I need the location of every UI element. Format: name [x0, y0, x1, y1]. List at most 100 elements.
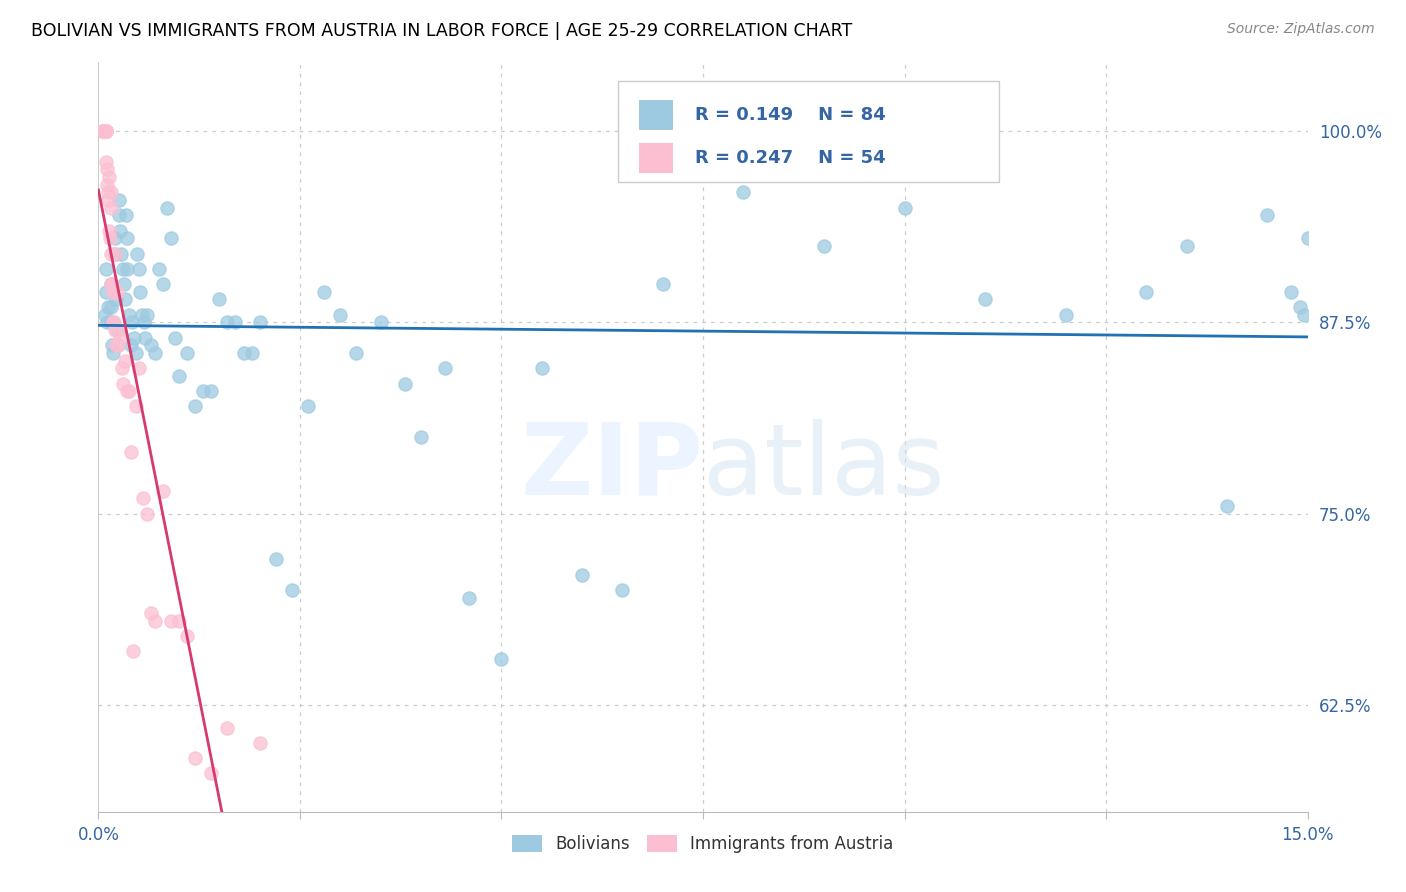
Point	[893, 201, 915, 215]
Point	[1256, 208, 1278, 222]
Point	[208, 293, 231, 307]
Point	[1288, 300, 1310, 314]
Point	[143, 346, 166, 360]
Point	[112, 277, 135, 292]
Point	[394, 376, 416, 391]
Point	[111, 361, 134, 376]
Point	[1175, 239, 1198, 253]
Point	[114, 293, 136, 307]
FancyBboxPatch shape	[638, 100, 673, 130]
Point	[135, 507, 157, 521]
Point	[122, 644, 145, 658]
Point	[101, 285, 124, 299]
Point	[370, 315, 392, 329]
Text: atlas: atlas	[703, 418, 945, 516]
Point	[128, 261, 150, 276]
Point	[122, 331, 145, 345]
Point	[103, 315, 125, 329]
Point	[100, 186, 122, 200]
Point	[152, 483, 174, 498]
Point	[232, 346, 254, 360]
Point	[217, 721, 239, 735]
Point	[1216, 499, 1239, 513]
Point	[100, 300, 122, 314]
Point	[571, 567, 593, 582]
Point	[314, 285, 336, 299]
Point	[1292, 308, 1315, 322]
Point	[115, 231, 138, 245]
Point	[101, 277, 124, 292]
Point	[97, 170, 120, 185]
Point	[193, 384, 215, 399]
Point	[167, 614, 190, 628]
Point	[107, 338, 129, 352]
Point	[240, 346, 263, 360]
Point	[108, 224, 131, 238]
Point	[108, 208, 131, 222]
Point	[105, 293, 128, 307]
Point	[103, 323, 125, 337]
Point	[143, 614, 166, 628]
Point	[200, 384, 222, 399]
Point	[107, 193, 129, 207]
Point	[114, 353, 136, 368]
Point	[91, 124, 114, 138]
Point	[176, 346, 198, 360]
Point	[115, 384, 138, 399]
Point	[167, 368, 190, 383]
Point	[184, 751, 207, 765]
FancyBboxPatch shape	[638, 143, 673, 173]
Point	[297, 400, 319, 414]
Point	[1296, 231, 1319, 245]
Point	[200, 766, 222, 780]
Point	[127, 246, 149, 260]
Point	[148, 261, 170, 276]
Point	[329, 308, 352, 322]
Point	[128, 361, 150, 376]
Point	[434, 361, 457, 376]
Text: R = 0.149    N = 84: R = 0.149 N = 84	[695, 106, 886, 124]
Point	[160, 614, 183, 628]
FancyBboxPatch shape	[619, 81, 1000, 182]
Point	[651, 277, 673, 292]
Point	[118, 308, 141, 322]
Point	[104, 246, 127, 260]
Point	[135, 308, 157, 322]
Point	[97, 193, 120, 207]
Point	[96, 154, 118, 169]
Text: R = 0.247    N = 54: R = 0.247 N = 54	[695, 149, 886, 167]
Point	[108, 331, 131, 345]
Point	[94, 308, 117, 322]
Point	[139, 338, 162, 352]
Point	[97, 224, 120, 238]
Point	[530, 361, 553, 376]
Legend: Bolivians, Immigrants from Austria: Bolivians, Immigrants from Austria	[506, 828, 900, 860]
Point	[118, 384, 141, 399]
Point	[344, 346, 367, 360]
Point	[249, 315, 271, 329]
Point	[100, 277, 122, 292]
Point	[107, 338, 129, 352]
Point	[131, 308, 153, 322]
Point	[1135, 285, 1157, 299]
Point	[96, 315, 118, 329]
Point	[100, 315, 122, 329]
Point	[100, 277, 122, 292]
Point	[101, 315, 124, 329]
Point	[120, 445, 142, 459]
Point	[1054, 308, 1077, 322]
Point	[121, 315, 143, 329]
Point	[120, 338, 142, 352]
Point	[112, 376, 135, 391]
Point	[117, 261, 139, 276]
Point	[134, 331, 156, 345]
Point	[156, 201, 179, 215]
Point	[96, 124, 118, 138]
Text: Source: ZipAtlas.com: Source: ZipAtlas.com	[1227, 22, 1375, 37]
Point	[91, 124, 114, 138]
Point	[93, 124, 115, 138]
Point	[94, 124, 117, 138]
Point	[281, 582, 304, 597]
Point	[93, 124, 115, 138]
Point	[96, 162, 118, 177]
